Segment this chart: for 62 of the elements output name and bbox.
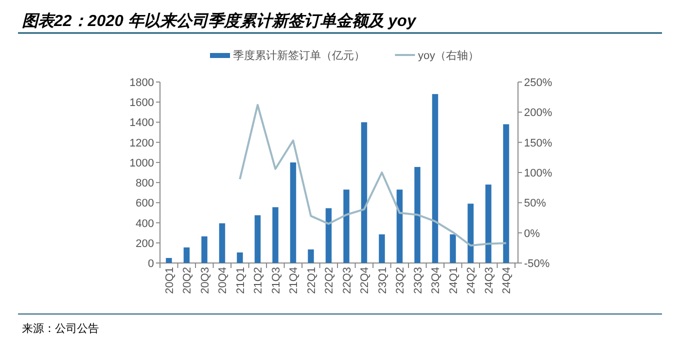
x-tick-label: 21Q4 <box>288 267 300 294</box>
x-tick-label: 23Q3 <box>412 267 424 294</box>
bar <box>184 247 190 263</box>
y2-tick-label: 150% <box>524 137 552 150</box>
y2-tick-label: -50% <box>524 258 550 270</box>
y-tick-label: 0 <box>148 258 154 270</box>
y-tick-label: 1000 <box>130 157 154 170</box>
bar <box>450 234 456 263</box>
y2-tick-label: 50% <box>524 198 546 210</box>
bar <box>201 236 208 263</box>
bar <box>503 124 510 263</box>
bar <box>396 190 403 263</box>
x-tick-label: 21Q3 <box>270 267 282 294</box>
y2-tick-label: 100% <box>524 168 552 180</box>
x-tick-label: 22Q3 <box>341 267 354 294</box>
x-tick-label: 24Q2 <box>466 267 478 294</box>
line-series <box>238 104 508 247</box>
x-tick-label: 24Q4 <box>501 267 514 294</box>
x-tick-label: 20Q2 <box>182 267 194 294</box>
y2-tick-label: 200% <box>524 107 552 120</box>
y-tick-label: 1600 <box>130 97 154 110</box>
y2-tick-label: 0% <box>524 228 540 240</box>
y-tick-label: 1800 <box>130 77 154 89</box>
x-tick-label: 23Q1 <box>376 267 389 294</box>
bar <box>272 207 278 263</box>
y-tick-label: 1400 <box>130 117 154 130</box>
bar <box>361 122 368 263</box>
x-tick-label: 21Q2 <box>252 267 265 294</box>
chart-title: 图表22：2020 年以来公司季度累计新签订单金额及 yoy <box>22 11 417 30</box>
x-tick-label: 20Q3 <box>199 267 212 294</box>
x-tick-label: 23Q4 <box>430 267 442 294</box>
bar <box>308 249 314 263</box>
x-tick-label: 24Q1 <box>448 267 460 294</box>
x-tick-label: 22Q4 <box>359 267 372 294</box>
bar <box>414 166 420 263</box>
y-tick-label: 600 <box>136 198 154 210</box>
x-tick-label: 22Q1 <box>306 267 318 294</box>
x-tick-label: 20Q4 <box>217 267 230 294</box>
bar <box>468 204 474 263</box>
legend-label: yoy（右轴） <box>418 49 480 62</box>
bar <box>326 208 332 263</box>
x-tick-label: 22Q2 <box>324 267 336 294</box>
y-tick-label: 400 <box>136 218 154 230</box>
bar <box>485 184 492 263</box>
bar <box>378 234 385 263</box>
y2-tick-label: 250% <box>524 77 552 89</box>
y-tick-label: 800 <box>136 178 154 190</box>
bar <box>236 252 243 263</box>
y-tick-label: 1200 <box>130 137 154 150</box>
bar <box>343 190 350 263</box>
bar <box>166 258 172 263</box>
bar <box>432 94 438 263</box>
x-tick-label: 20Q1 <box>164 267 176 294</box>
x-tick-label: 21Q1 <box>234 267 247 294</box>
bar <box>219 223 226 263</box>
x-tick-label: 23Q2 <box>394 267 407 294</box>
bar <box>254 215 261 263</box>
bar <box>290 162 296 263</box>
y-tick-label: 200 <box>136 238 154 250</box>
x-tick-label: 24Q3 <box>483 267 496 294</box>
source-note: 来源：公司公告 <box>22 322 99 335</box>
legend-label: 季度累计新签订单（亿元） <box>233 49 365 62</box>
